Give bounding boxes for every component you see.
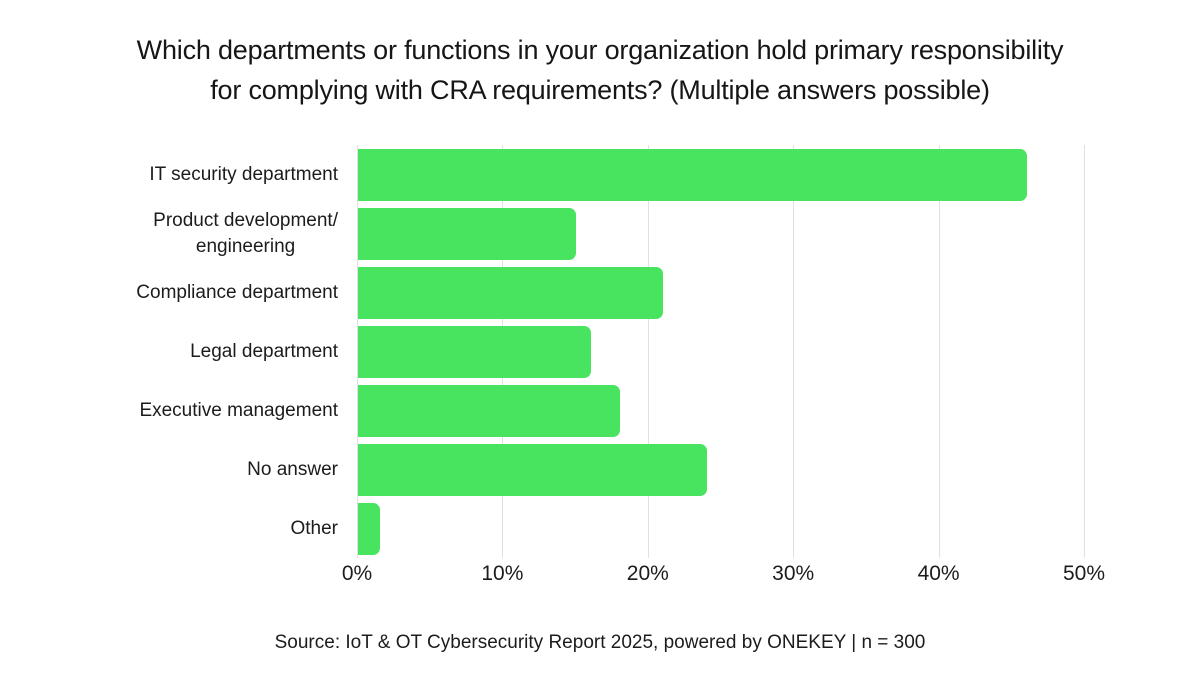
bar	[358, 266, 664, 319]
gridline	[793, 145, 795, 558]
x-axis: 0% 10% 20% 30% 40% 50%	[342, 562, 1105, 592]
x-axis-tick-label: 30%	[772, 562, 815, 585]
category-label-cell: Executive management	[0, 398, 348, 424]
bar	[358, 443, 707, 496]
bar-row: Product development/ engineering	[0, 204, 1200, 263]
category-label-cell: IT security department	[0, 162, 348, 188]
category-label-cell: Other	[0, 516, 348, 542]
chart-title-line2: for complying with CRA requirements? (Mu…	[210, 75, 990, 105]
bar-row: Executive management	[0, 381, 1200, 440]
gridline	[647, 145, 649, 558]
category-label: Product development/ engineering	[153, 209, 338, 257]
category-label-cell: Legal department	[0, 339, 348, 365]
gridline	[357, 145, 358, 558]
bar	[358, 502, 380, 555]
bar-track	[357, 325, 1084, 378]
category-label-cell: Compliance department	[0, 280, 348, 306]
bar-track	[357, 148, 1084, 201]
gridline	[938, 145, 940, 558]
bar-rows: IT security department Product developme…	[0, 145, 1200, 558]
bar	[358, 148, 1027, 201]
category-label-cell: Product development/ engineering	[0, 208, 348, 260]
bar-track	[357, 266, 1084, 319]
chart-title: Which departments or functions in your o…	[40, 30, 1160, 110]
category-label: Other	[290, 517, 338, 539]
bar-row: Compliance department	[0, 263, 1200, 322]
category-label: Legal department	[190, 340, 338, 362]
chart-title-line1: Which departments or functions in your o…	[136, 35, 1064, 65]
x-axis-tick-label: 50%	[1062, 562, 1106, 585]
bar-track	[357, 443, 1084, 496]
bar-row: Legal department	[0, 322, 1200, 381]
bar-track	[357, 384, 1084, 437]
bar-track	[357, 207, 1084, 260]
x-axis-tick-label: 40%	[917, 562, 960, 585]
bar-row: Other	[0, 499, 1200, 558]
bar-track	[357, 502, 1084, 555]
x-axis-tick-label: 20%	[626, 562, 669, 585]
bar	[358, 207, 577, 260]
source-caption: Source: IoT & OT Cybersecurity Report 20…	[274, 632, 926, 653]
bar-row: No answer	[0, 440, 1200, 499]
category-label: Executive management	[139, 399, 338, 421]
category-label-cell: No answer	[0, 457, 348, 483]
bar	[358, 384, 620, 437]
bar-chart-plot-area: IT security department Product developme…	[0, 145, 1200, 558]
bar	[358, 325, 591, 378]
x-axis-tick-label: 10%	[481, 562, 524, 585]
bar-row: IT security department	[0, 145, 1200, 204]
gridline	[1084, 145, 1085, 558]
category-label: IT security department	[149, 163, 338, 185]
x-axis-tick-label: 0%	[341, 562, 373, 585]
category-label: No answer	[247, 458, 338, 480]
category-label: Compliance department	[136, 281, 338, 303]
